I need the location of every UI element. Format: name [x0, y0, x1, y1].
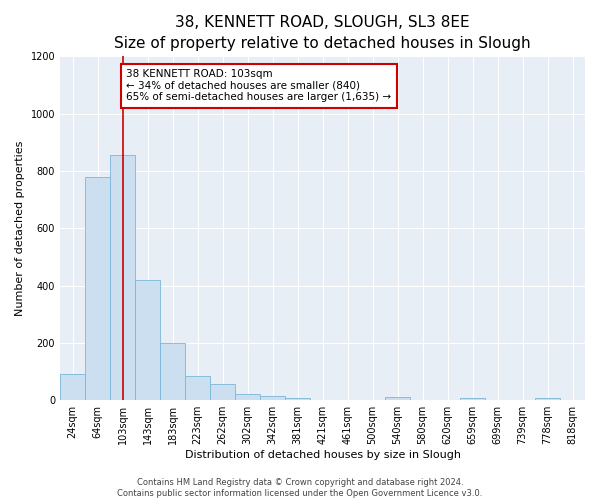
Bar — [235, 394, 260, 400]
Bar — [110, 155, 135, 400]
Y-axis label: Number of detached properties: Number of detached properties — [15, 140, 25, 316]
Bar — [85, 176, 110, 400]
Bar — [210, 384, 235, 400]
X-axis label: Distribution of detached houses by size in Slough: Distribution of detached houses by size … — [185, 450, 461, 460]
Bar — [60, 374, 85, 400]
Bar — [160, 343, 185, 400]
Bar — [135, 280, 160, 400]
Bar — [385, 398, 410, 400]
Bar — [535, 398, 560, 400]
Text: 38 KENNETT ROAD: 103sqm
← 34% of detached houses are smaller (840)
65% of semi-d: 38 KENNETT ROAD: 103sqm ← 34% of detache… — [126, 69, 391, 102]
Text: Contains HM Land Registry data © Crown copyright and database right 2024.
Contai: Contains HM Land Registry data © Crown c… — [118, 478, 482, 498]
Bar — [260, 396, 285, 400]
Bar — [285, 398, 310, 400]
Title: 38, KENNETT ROAD, SLOUGH, SL3 8EE
Size of property relative to detached houses i: 38, KENNETT ROAD, SLOUGH, SL3 8EE Size o… — [114, 15, 531, 51]
Bar — [185, 376, 210, 400]
Bar — [460, 398, 485, 400]
